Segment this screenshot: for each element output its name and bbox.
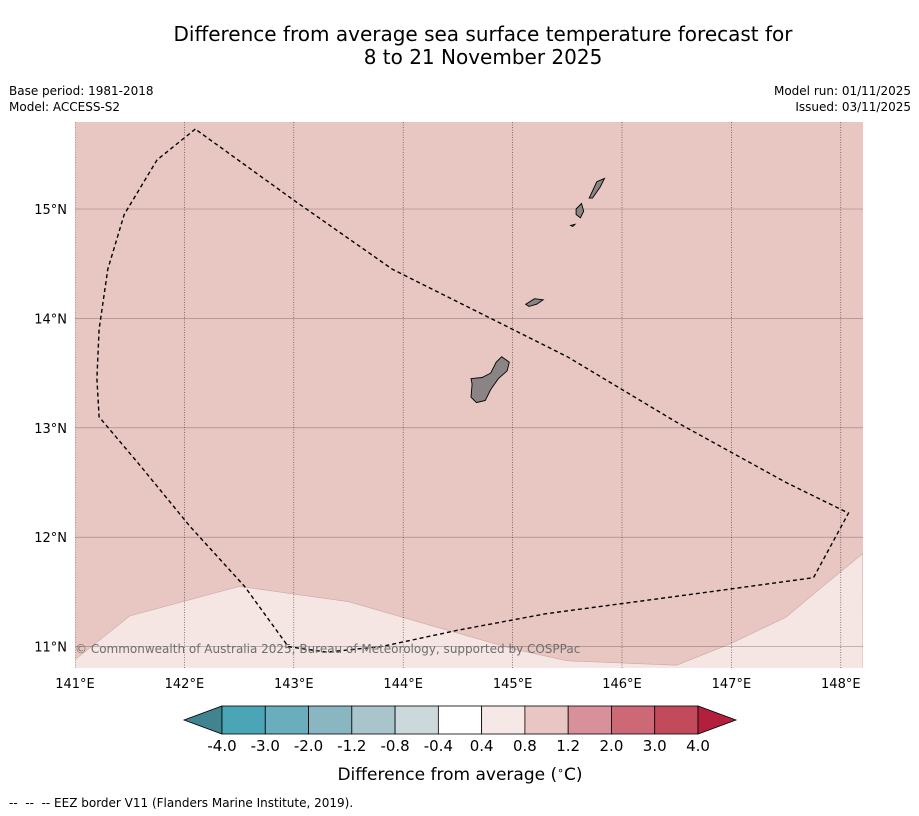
eez-footnote: -- -- -- EEZ border V11 (Flanders Marine… <box>9 796 354 810</box>
longitude-tick-label: 142°E <box>165 677 205 692</box>
latitude-labels: 15°N 14°N 13°N 12°N 11°N <box>34 203 67 656</box>
issued-text: Issued: 03/11/2025 <box>795 100 911 114</box>
longitude-tick-label: 148°E <box>821 677 861 692</box>
model-text: Model: ACCESS-S2 <box>9 100 121 114</box>
longitude-tick-label: 141°E <box>55 677 95 692</box>
eez-border-line <box>96 128 850 653</box>
longitude-tick-label: 143°E <box>274 677 314 692</box>
longitude-tick-label: 146°E <box>602 677 642 692</box>
colorbar-tick-label: 0.4 <box>470 737 494 755</box>
colorbar-swatch <box>611 705 656 735</box>
colorbar-tick-label: 0.8 <box>513 737 537 755</box>
colorbar-extend-high <box>697 705 738 735</box>
colorbar-swatch <box>524 705 569 735</box>
colorbar-labels: -4.0 -3.0 -2.0 -1.2 -0.8 -0.4 0.4 0.8 1.2 2.0 3.0 4… <box>207 737 710 755</box>
colorbar-tick-label: 3.0 <box>643 737 667 755</box>
colorbar-tick-label: -4.0 <box>207 737 236 755</box>
colorbar-tick-label: -1.2 <box>337 737 366 755</box>
island-rota <box>524 298 545 307</box>
latitude-tick-label: 15°N <box>34 203 67 218</box>
colorbar-swatch <box>394 705 439 735</box>
colorbar-title: Difference from average (∘C) <box>337 764 582 785</box>
colorbar-tick-label: 1.2 <box>556 737 580 755</box>
islands <box>470 177 606 404</box>
colorbar-tick-label: 2.0 <box>600 737 624 755</box>
longitude-tick-label: 144°E <box>383 677 423 692</box>
base-period-text: Base period: 1981-2018 <box>9 84 154 98</box>
colorbar-swatch <box>308 705 353 735</box>
anomaly-band-0-8-to-1-2 <box>75 122 863 668</box>
latitude-tick-label: 14°N <box>34 312 67 327</box>
colorbar-tick-label: 4.0 <box>686 737 710 755</box>
colorbar-swatch <box>437 705 483 735</box>
colorbar-swatch <box>654 705 699 735</box>
colorbar-swatch <box>351 705 396 735</box>
chart-title-line-2: 8 to 21 November 2025 <box>363 45 603 69</box>
colorbar-extend-low <box>182 705 223 735</box>
island-tinian <box>575 202 585 219</box>
latitude-tick-label: 12°N <box>34 531 67 546</box>
colorbar-tick-label: -0.8 <box>380 737 409 755</box>
colorbar-swatch <box>481 705 526 735</box>
colorbar-swatch <box>567 705 612 735</box>
latitude-tick-label: 11°N <box>34 641 67 656</box>
colorbar <box>182 705 738 735</box>
longitude-labels: 141°E 142°E 143°E 144°E 145°E 146°E 147°E 148°E <box>55 677 860 692</box>
latitude-tick-label: 13°N <box>34 422 67 437</box>
longitude-tick-label: 145°E <box>493 677 533 692</box>
metadata-right: Model run: 01/11/2025 Issued: 03/11/2025 <box>774 83 911 115</box>
island-saipan <box>588 177 606 199</box>
graticule <box>75 122 863 668</box>
metadata-left: Base period: 1981-2018 Model: ACCESS-S2 <box>9 83 154 115</box>
copyright-text: © Commonwealth of Australia 2025, Bureau… <box>75 642 580 656</box>
colorbar-tick-label: -0.4 <box>424 737 453 755</box>
model-run-text: Model run: 01/11/2025 <box>773 84 911 98</box>
colorbar-swatch <box>221 705 266 735</box>
colorbar-tick-label: -3.0 <box>251 737 280 755</box>
colorbar-swatch <box>264 705 309 735</box>
anomaly-band-0-4-to-0-8 <box>75 552 863 668</box>
longitude-tick-label: 147°E <box>712 677 752 692</box>
colorbar-tick-label: -2.0 <box>294 737 323 755</box>
map-panel: © Commonwealth of Australia 2025, Bureau… <box>75 122 863 668</box>
island-guam <box>470 356 510 404</box>
island-aguijan <box>569 223 577 228</box>
chart-title-line-1: Difference from average sea surface temp… <box>173 22 793 46</box>
